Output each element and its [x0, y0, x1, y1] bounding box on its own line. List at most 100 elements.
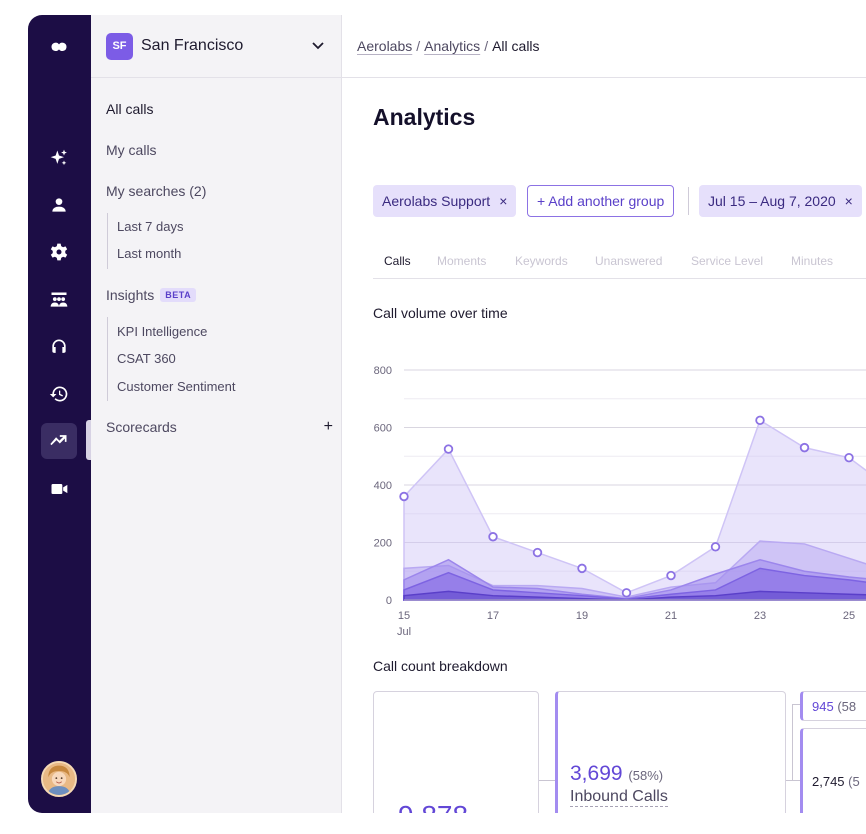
connector-line — [792, 704, 793, 781]
search-item-last-month[interactable]: Last month — [117, 246, 182, 261]
segment-mid-pct: (5 — [848, 774, 860, 789]
data-point — [488, 532, 498, 542]
total-calls-value: 9,878 — [398, 800, 468, 813]
y-tick-label: 200 — [374, 538, 392, 550]
y-tick-label: 800 — [374, 365, 392, 377]
beta-badge: BETA — [160, 288, 197, 302]
breadcrumb-separator: / — [484, 38, 489, 54]
logo-icon[interactable] — [41, 28, 77, 64]
inbound-pct: (58%) — [628, 768, 664, 783]
inbound-calls-value: 3,699 (58%) — [570, 762, 663, 786]
connector-line — [539, 780, 555, 781]
gear-icon[interactable] — [41, 234, 77, 270]
segment-mid-number: 2,745 — [812, 774, 845, 789]
y-tick-label: 0 — [386, 595, 392, 607]
remove-date-icon[interactable]: × — [844, 193, 853, 209]
group-filter-label: Aerolabs Support — [382, 193, 491, 209]
trend-icon[interactable] — [41, 423, 77, 459]
team-icon[interactable] — [41, 282, 77, 318]
sidebar-item-my-searches[interactable]: My searches (2) — [106, 183, 207, 199]
segment-box-mid[interactable]: 2,745 (5 — [800, 728, 866, 813]
data-point — [443, 444, 454, 454]
segment-top-number: 945 — [812, 699, 834, 714]
search-item-last-7-days[interactable]: Last 7 days — [117, 219, 184, 234]
x-tick-label: 19 — [576, 610, 588, 622]
chart-title: Call volume over time — [373, 305, 508, 321]
tab-service-level[interactable]: Service Level — [691, 254, 764, 268]
breadcrumb: Aerolabs / Analytics / All calls — [342, 15, 866, 78]
searches-group: Last 7 days Last month — [107, 213, 184, 269]
tab-minutes[interactable]: Minutes — [791, 254, 834, 268]
sidebar-item-scorecards[interactable]: Scorecards — [106, 419, 177, 435]
inbound-calls-label: Inbound Calls — [570, 788, 668, 807]
y-tick-label: 600 — [374, 423, 392, 435]
segment-top-value: 945 (58 — [812, 699, 856, 714]
breadcrumb-section[interactable]: Analytics — [424, 38, 481, 54]
breakdown-title: Call count breakdown — [373, 658, 508, 674]
connector-line — [792, 704, 800, 705]
insights-group: KPI Intelligence CSAT 360 Customer Senti… — [107, 317, 236, 401]
series-area — [403, 590, 866, 601]
tab-calls[interactable]: Calls — [384, 254, 411, 268]
group-filter-chip[interactable]: Aerolabs Support × — [373, 185, 517, 217]
data-point — [710, 542, 721, 552]
page-title: Analytics — [373, 104, 476, 130]
headset-icon[interactable] — [41, 329, 77, 365]
inbound-value: 3,699 — [570, 762, 623, 785]
main-content: Aerolabs / Analytics / All calls Analyti… — [342, 15, 866, 813]
tab-unanswered[interactable]: Unanswered — [595, 254, 663, 268]
insights-label: Insights — [106, 287, 155, 303]
analytics-tabs: Calls Moments Keywords Unanswered Servic… — [373, 252, 866, 279]
org-name: San Francisco — [141, 37, 244, 54]
add-scorecard-button[interactable]: + — [323, 418, 333, 435]
app-window: SF San Francisco All calls My calls My s… — [28, 15, 866, 813]
add-group-button[interactable]: + Add another group — [527, 185, 675, 217]
x-tick-label: 23 — [754, 610, 766, 622]
data-point — [666, 570, 676, 581]
insight-item-kpi[interactable]: KPI Intelligence — [117, 324, 208, 339]
filter-divider — [688, 187, 689, 215]
chevron-down-icon[interactable] — [311, 39, 325, 53]
date-filter-chip[interactable]: Jul 15 – Aug 7, 2020 × — [699, 185, 862, 217]
insight-item-sentiment[interactable]: Customer Sentiment — [117, 379, 236, 394]
tab-moments[interactable]: Moments — [437, 254, 487, 268]
user-icon[interactable] — [41, 187, 77, 223]
inbound-calls-box[interactable]: 3,699 (58%) Inbound Calls — [555, 691, 786, 813]
x-tick-label: 25 — [843, 610, 855, 622]
data-point — [399, 491, 409, 502]
remove-group-icon[interactable]: × — [499, 193, 508, 209]
breadcrumb-root[interactable]: Aerolabs — [357, 38, 413, 54]
org-badge: SF — [106, 32, 133, 60]
data-point — [844, 452, 854, 463]
icon-rail — [28, 15, 91, 813]
total-calls-box: 9,878 — [373, 691, 539, 813]
date-filter-label: Jul 15 – Aug 7, 2020 — [708, 193, 836, 209]
sidebar-item-my-calls[interactable]: My calls — [106, 142, 157, 158]
data-point — [755, 415, 765, 426]
y-tick-label: 400 — [374, 480, 392, 492]
sidebar-item-insights[interactable]: Insights BETA — [106, 287, 197, 303]
avatar[interactable] — [41, 761, 77, 797]
data-point — [799, 442, 810, 453]
x-tick-label: 21 — [665, 610, 677, 622]
data-point — [621, 588, 632, 598]
sidebar-item-all-calls[interactable]: All calls — [106, 101, 154, 117]
segment-box-top[interactable]: 945 (58 — [800, 691, 866, 721]
x-tick-label: 17 — [487, 610, 499, 622]
x-tick-label: 15 — [398, 610, 410, 622]
data-point — [577, 563, 587, 574]
video-icon[interactable] — [41, 471, 77, 507]
tab-keywords[interactable]: Keywords — [515, 254, 568, 268]
sidebar: SF San Francisco All calls My calls My s… — [91, 15, 342, 813]
active-tab-marker — [86, 420, 91, 460]
history-icon[interactable] — [41, 376, 77, 412]
call-volume-chart: 0 200 400 600 800 15 17 19 21 23 25 Jul — [374, 365, 866, 638]
data-point — [532, 547, 543, 558]
segment-top-pct: (58 — [837, 699, 857, 714]
insight-item-csat[interactable]: CSAT 360 — [117, 351, 176, 366]
org-switcher[interactable]: SF San Francisco — [91, 15, 341, 78]
sparkles-icon[interactable] — [41, 140, 77, 176]
x-tick-sublabel: Jul — [397, 626, 411, 638]
segment-mid-value: 2,745 (5 — [812, 774, 860, 789]
breadcrumb-current: All calls — [492, 38, 540, 54]
